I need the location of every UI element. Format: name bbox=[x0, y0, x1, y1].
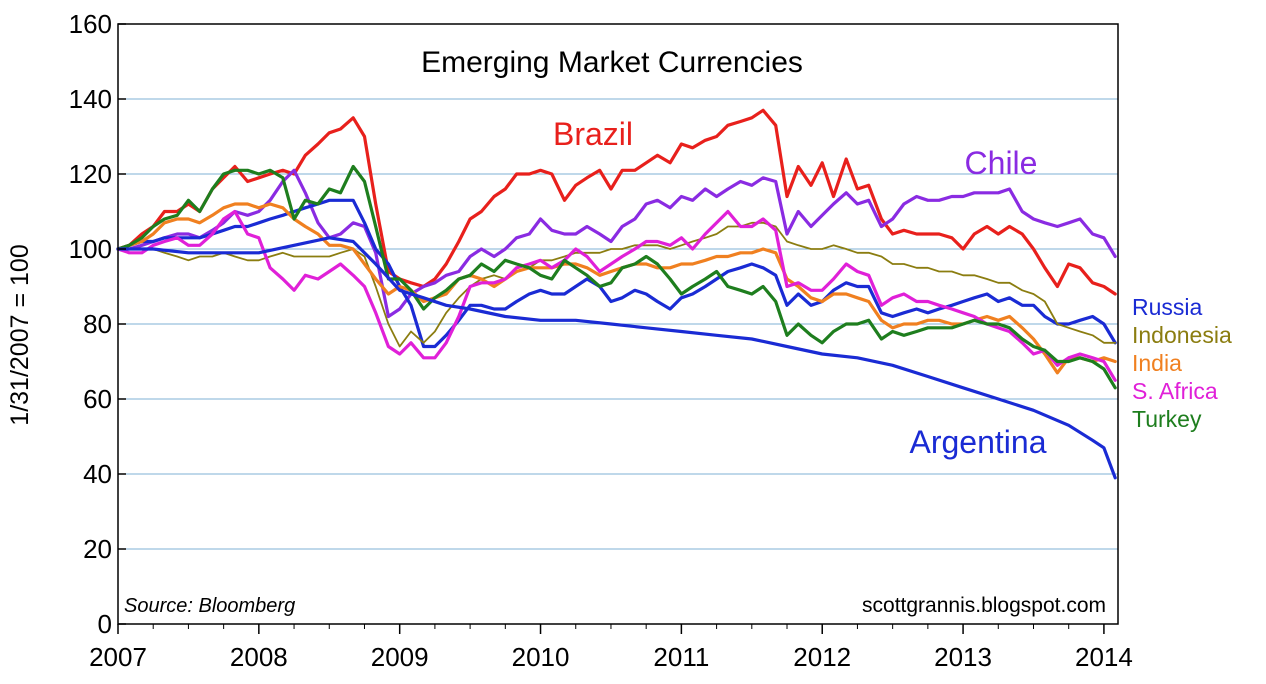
y-tick-label: 80 bbox=[83, 309, 112, 339]
series-label-india: India bbox=[1132, 350, 1182, 376]
y-tick-label: 120 bbox=[69, 159, 112, 189]
series-label-brazil: Brazil bbox=[553, 116, 633, 152]
x-tick-label: 2007 bbox=[89, 642, 147, 672]
series-line-turkey bbox=[116, 164, 1117, 390]
y-tick-label: 0 bbox=[98, 609, 112, 639]
x-tick-label: 2012 bbox=[793, 642, 851, 672]
series-label-russia: Russia bbox=[1132, 294, 1203, 320]
y-tick-label: 160 bbox=[69, 9, 112, 39]
series-line-s-africa bbox=[116, 209, 1117, 382]
series-label-argentina: Argentina bbox=[910, 424, 1047, 460]
series-line-brazil bbox=[116, 108, 1117, 296]
series-label-indonesia: Indonesia bbox=[1132, 322, 1232, 348]
y-tick-label: 40 bbox=[83, 459, 112, 489]
y-tick-label: 100 bbox=[69, 234, 112, 264]
y-tick-label: 140 bbox=[69, 84, 112, 114]
x-tick-label: 2014 bbox=[1075, 642, 1133, 672]
x-tick-label: 2011 bbox=[653, 642, 709, 672]
x-tick-label: 2013 bbox=[934, 642, 992, 672]
series-label-chile: Chile bbox=[965, 145, 1038, 181]
chart-title: Emerging Market Currencies bbox=[421, 46, 803, 79]
series-line-argentina bbox=[116, 236, 1117, 480]
x-tick-label: 2009 bbox=[371, 642, 429, 672]
axes: 0 20 40 60 80 100 120 140 160 2007 2008 2009 2010 201… bbox=[69, 9, 1133, 672]
series-line-india bbox=[116, 202, 1117, 375]
series-line-russia bbox=[116, 198, 1117, 349]
credit-note: scottgrannis.blogspot.com bbox=[862, 594, 1106, 617]
series-label-turkey: Turkey bbox=[1132, 406, 1202, 432]
series-line-indonesia bbox=[117, 221, 1117, 348]
series-label-s-africa: S. Africa bbox=[1132, 378, 1218, 404]
x-tick-label: 2010 bbox=[512, 642, 570, 672]
y-tick-label: 60 bbox=[83, 384, 112, 414]
y-axis-label: 1/31/2007 = 100 bbox=[6, 244, 34, 425]
series-lines bbox=[116, 108, 1117, 480]
x-tick-label: 2008 bbox=[230, 642, 288, 672]
source-note: Source: Bloomberg bbox=[124, 595, 295, 617]
y-tick-label: 20 bbox=[83, 534, 112, 564]
